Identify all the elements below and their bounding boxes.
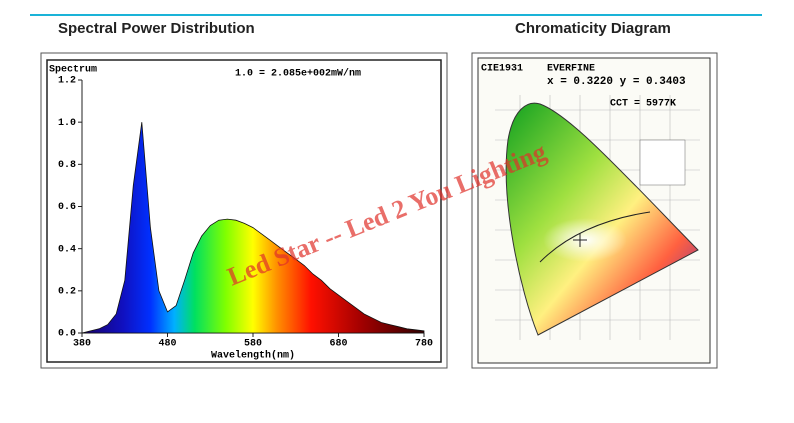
y-axis-label: Spectrum xyxy=(49,65,97,76)
x-tick-label: 480 xyxy=(158,339,176,350)
y-tick-label: 0.6 xyxy=(58,202,76,213)
planckian-locus xyxy=(539,211,651,263)
y-tick-label: 1.2 xyxy=(58,76,76,87)
y-tick-label: 0.4 xyxy=(58,244,76,255)
cie-model: CIE1931 xyxy=(481,64,523,75)
cct: CCT = 5977K xyxy=(610,99,676,110)
y-tick-label: 1.0 xyxy=(58,118,76,129)
spectrum-area xyxy=(81,122,425,334)
x-tick-label: 580 xyxy=(244,339,262,350)
x-tick-label: 680 xyxy=(329,339,347,350)
y-tick-label: 0.0 xyxy=(58,329,76,340)
coordinates: x = 0.3220 y = 0.3403 xyxy=(547,76,686,88)
x-axis-label: Wavelength(nm) xyxy=(211,350,295,362)
cross-marker xyxy=(573,233,587,247)
right-heading: Chromaticity Diagram xyxy=(515,20,671,37)
spectral-locus xyxy=(505,102,699,336)
brand: EVERFINE xyxy=(547,64,595,75)
plot: 0.0 0.2 0.4 0.6 0.8 1.0 1.2 380 480 580 680 780 xyxy=(58,76,433,350)
y-tick-label: 0.2 xyxy=(58,286,76,297)
x-tick-label: 380 xyxy=(73,339,91,350)
x-tick-label: 780 xyxy=(415,339,433,350)
source-table xyxy=(639,139,686,186)
annotation: 1.0 = 2.085e+002mW/nm xyxy=(235,68,361,80)
left-heading: Spectral Power Distribution xyxy=(58,20,255,37)
y-tick-label: 0.8 xyxy=(58,160,76,171)
